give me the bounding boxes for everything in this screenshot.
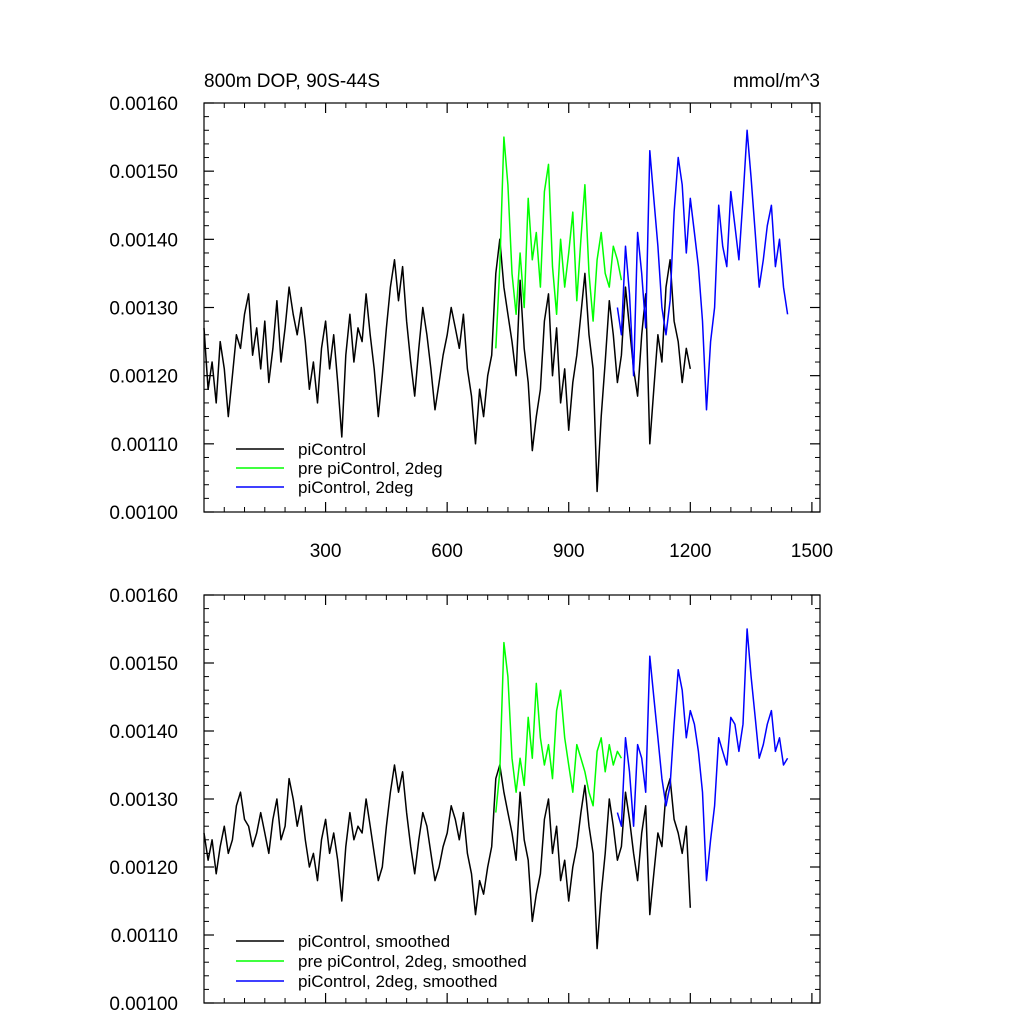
bottom-axes-group: 0.00100 0.00110 0.00120 0.00130 0.00140 0.001… <box>109 586 821 1015</box>
top-ytick-label: 0.00150 <box>109 162 178 183</box>
top-ytick-label: 0.00120 <box>109 367 178 388</box>
top-series-line-3 <box>616 129 789 411</box>
bottom-series-line-1 <box>203 764 692 950</box>
top-ytick-label: 0.00100 <box>109 503 178 524</box>
bottom-ytick-label: 0.00130 <box>109 790 178 811</box>
top-legend-label-3: piControl, 2deg <box>298 478 413 497</box>
bottom-series-group <box>203 628 789 950</box>
top-xtick-label: 600 <box>431 541 463 562</box>
top-legend-label-1: piControl <box>298 440 366 459</box>
top-plot-frame <box>203 102 821 513</box>
bottom-ytick-label: 0.00140 <box>109 722 178 743</box>
bottom-legend-label-3: piControl, 2deg, smoothed <box>298 972 497 991</box>
top-axes-group: 0.00100 0.00110 0.00120 0.00130 0.00140 0.001… <box>109 94 833 562</box>
bottom-ytick-label: 0.00120 <box>109 858 178 879</box>
top-xtick-label: 1500 <box>791 541 833 562</box>
top-ytick-label: 0.00140 <box>109 230 178 251</box>
top-series-line-2 <box>495 136 623 349</box>
top-series-group <box>203 129 789 493</box>
top-ytick-label: 0.00110 <box>111 435 178 456</box>
bottom-plot-frame <box>203 594 821 1004</box>
top-xtick-label: 1200 <box>669 541 711 562</box>
bottom-panel: 0.00100 0.00110 0.00120 0.00130 0.00140 0.001… <box>109 586 821 1015</box>
chart-title: 800m DOP, 90S-44S <box>204 71 380 92</box>
units-label: mmol/m^3 <box>733 71 820 92</box>
bottom-series-line-3 <box>616 628 789 882</box>
bottom-series-line-2 <box>495 641 623 813</box>
bottom-ytick-label: 0.00100 <box>109 994 178 1015</box>
bottom-ytick-label: 0.00110 <box>111 926 178 947</box>
bottom-legend-label-2: pre piControl, 2deg, smoothed <box>298 952 527 971</box>
bottom-legend-label-1: piControl, smoothed <box>298 932 450 951</box>
bottom-ytick-label: 0.00160 <box>109 586 178 607</box>
top-ytick-label: 0.00160 <box>109 94 178 115</box>
top-legend-label-2: pre piControl, 2deg <box>298 459 443 478</box>
bottom-ytick-label: 0.00150 <box>109 654 178 675</box>
top-ytick-label: 0.00130 <box>109 299 178 320</box>
top-xtick-label: 300 <box>310 541 342 562</box>
top-xtick-label: 900 <box>553 541 585 562</box>
top-panel: 800m DOP, 90S-44S mmol/m^3 0.00100 0.0011… <box>109 71 833 562</box>
top-series-line-1 <box>203 238 692 493</box>
